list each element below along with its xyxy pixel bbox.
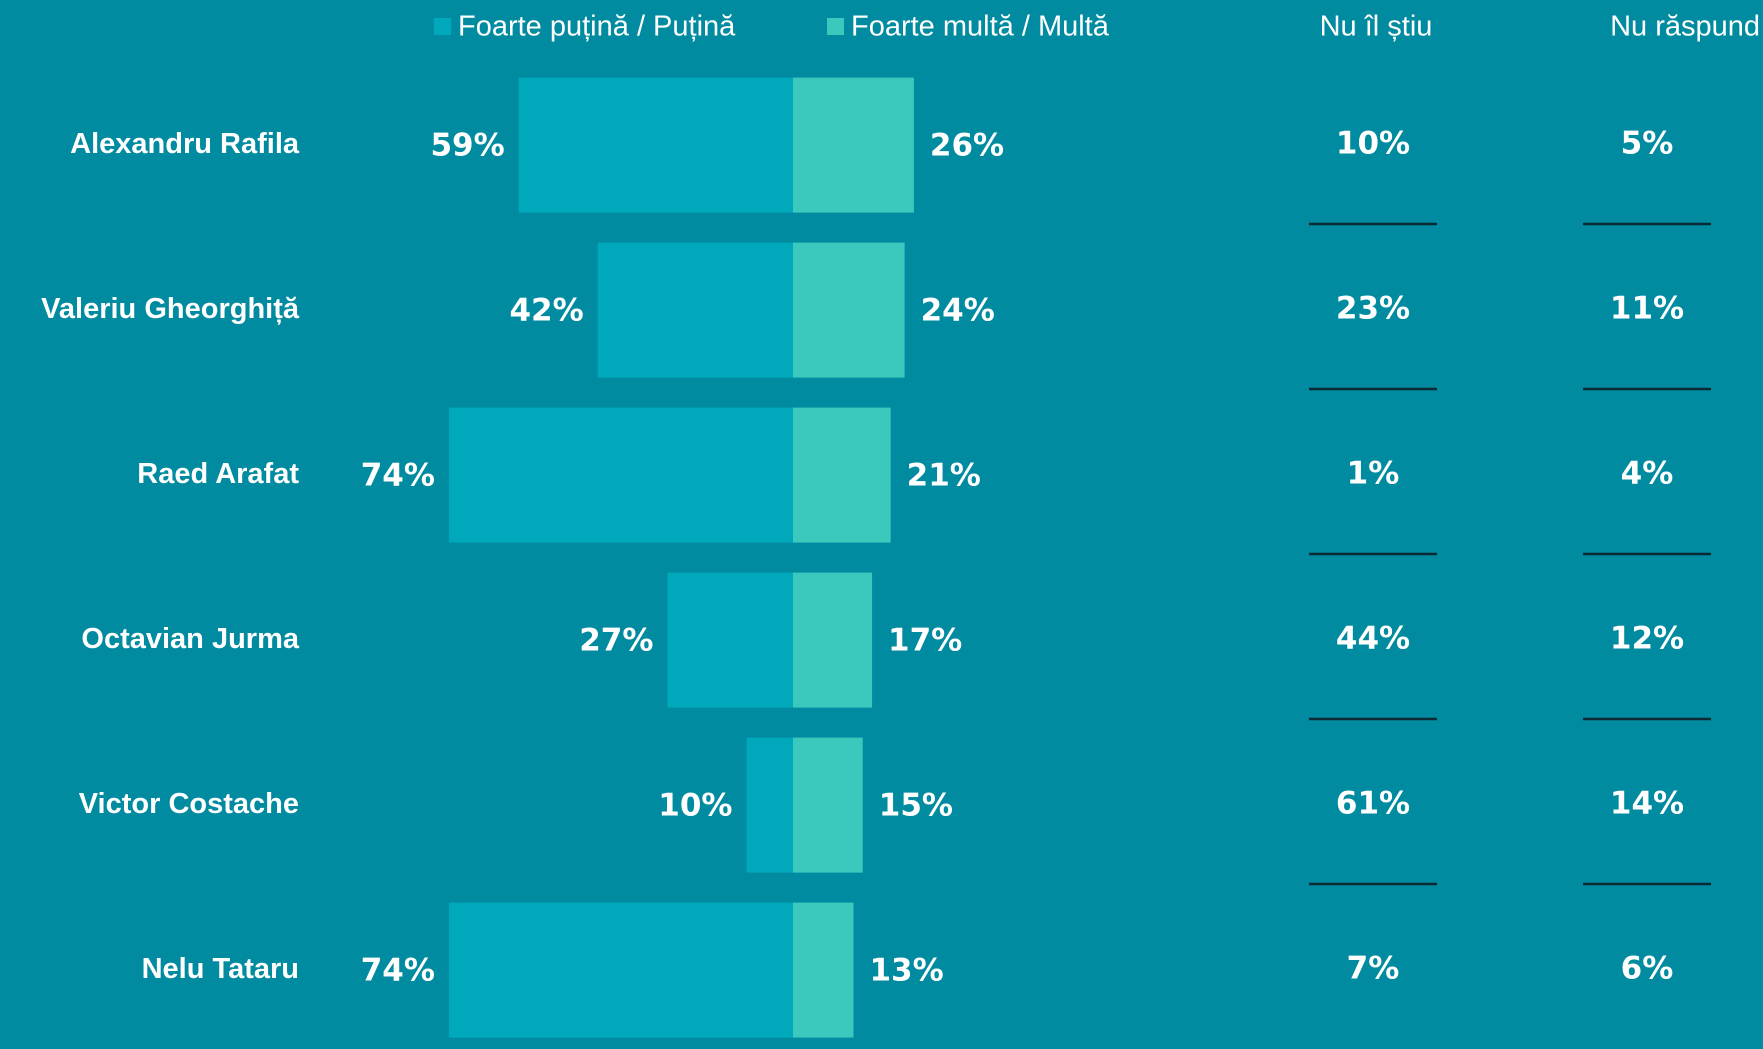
value-label: 59%	[430, 128, 504, 164]
bar-positive	[793, 903, 853, 1038]
value-label: 42%	[509, 293, 583, 329]
bar-positive	[793, 408, 891, 543]
bar-negative	[519, 78, 793, 213]
column-value: 44%	[1336, 621, 1410, 657]
category-label: Octavian Jurma	[81, 623, 299, 655]
column-header: Nu răspund	[1610, 11, 1760, 43]
legend-label: Foarte puțină / Puțină	[458, 11, 736, 43]
column-value: 12%	[1610, 621, 1684, 657]
category-label: Nelu Tataru	[142, 953, 299, 985]
column-value: 11%	[1610, 291, 1684, 327]
bar-positive	[793, 738, 863, 873]
category-label: Alexandru Rafila	[70, 128, 300, 160]
bar-positive	[793, 78, 914, 213]
column-header: Nu îl știu	[1320, 11, 1433, 43]
column-value: 1%	[1347, 456, 1400, 492]
value-label: 26%	[930, 128, 1004, 164]
value-label: 17%	[888, 623, 962, 659]
column-value: 10%	[1336, 126, 1410, 162]
column-value: 4%	[1621, 456, 1674, 492]
category-label: Victor Costache	[79, 788, 299, 820]
value-label: 13%	[869, 953, 943, 989]
bar-positive	[793, 243, 905, 378]
category-label: Valeriu Gheorghiță	[41, 293, 300, 325]
column-value: 14%	[1610, 786, 1684, 822]
legend-swatch	[434, 18, 451, 35]
value-label: 21%	[907, 458, 981, 494]
column-value: 61%	[1336, 786, 1410, 822]
bar-positive	[793, 573, 872, 708]
legend-swatch	[827, 18, 844, 35]
bar-negative	[598, 243, 793, 378]
bar-negative	[449, 408, 793, 543]
value-label: 15%	[879, 788, 953, 824]
column-value: 23%	[1336, 291, 1410, 327]
page: Foarte puțină / Puțină Foarte multă / Mul…	[0, 0, 1763, 1049]
value-label: 74%	[361, 458, 435, 494]
value-label: 24%	[921, 293, 995, 329]
bar-negative	[667, 573, 793, 708]
column-value: 7%	[1347, 951, 1400, 987]
chart: Foarte puțină / Puțină Foarte multă / Mul…	[0, 0, 1763, 1049]
column-value: 5%	[1621, 126, 1674, 162]
value-label: 27%	[579, 623, 653, 659]
value-label: 74%	[361, 953, 435, 989]
bar-negative	[747, 738, 794, 873]
column-value: 6%	[1621, 951, 1674, 987]
legend-label: Foarte multă / Multă	[851, 11, 1110, 43]
value-label: 10%	[658, 788, 732, 824]
bar-negative	[449, 903, 793, 1038]
category-label: Raed Arafat	[137, 458, 299, 490]
